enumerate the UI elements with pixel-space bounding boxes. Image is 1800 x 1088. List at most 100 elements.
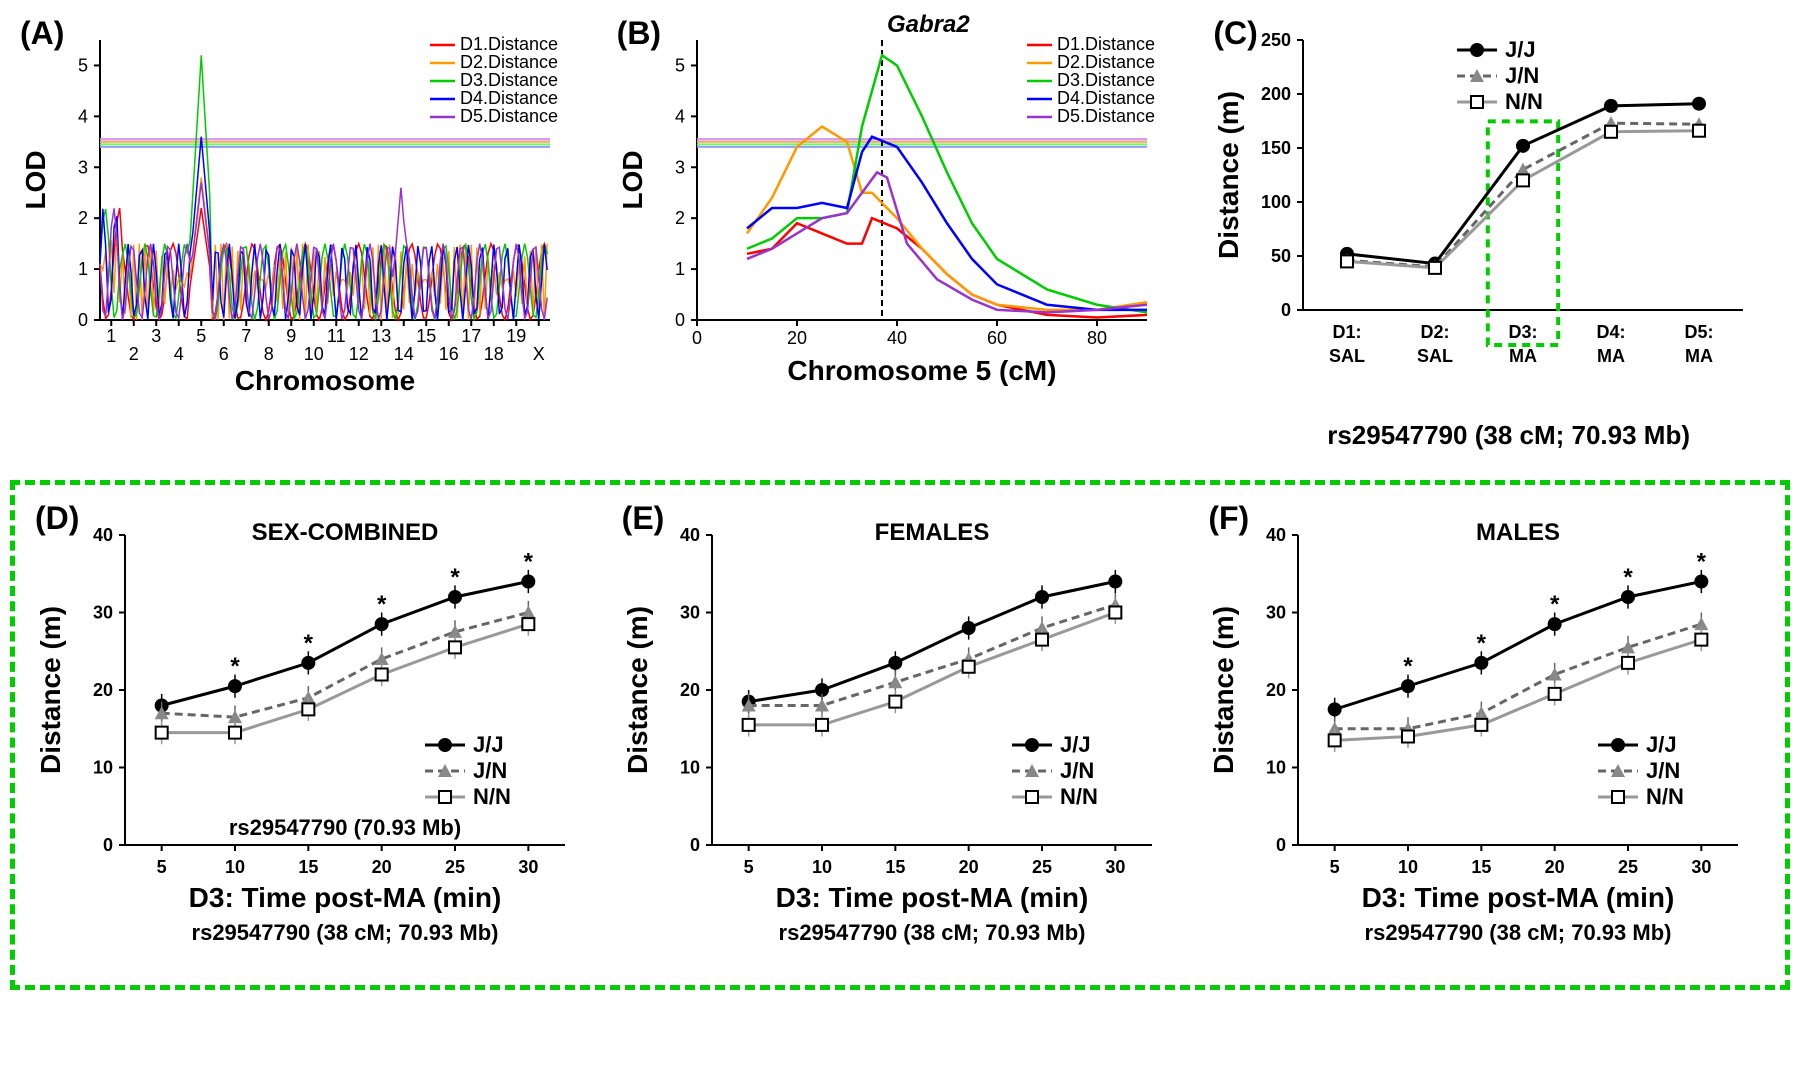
svg-text:40: 40	[680, 525, 700, 545]
svg-text:0: 0	[103, 835, 113, 855]
svg-text:D4.Distance: D4.Distance	[460, 88, 558, 108]
svg-text:D3: Time post-MA (min): D3: Time post-MA (min)	[189, 882, 502, 913]
svg-text:X: X	[533, 344, 545, 364]
svg-text:9: 9	[286, 326, 296, 346]
svg-text:10: 10	[1398, 857, 1418, 877]
svg-text:4: 4	[78, 106, 88, 126]
svg-text:D5.Distance: D5.Distance	[1057, 106, 1155, 126]
svg-text:0: 0	[1281, 300, 1291, 320]
svg-text:30: 30	[680, 603, 700, 623]
svg-text:0: 0	[690, 835, 700, 855]
svg-text:D2.Distance: D2.Distance	[460, 52, 558, 72]
figure-container: (A) 01234512345678910111213141516171819X…	[10, 10, 1790, 990]
svg-text:MA: MA	[1685, 346, 1713, 366]
svg-text:6: 6	[219, 344, 229, 364]
svg-text:rs29547790 (38 cM; 70.93 Mb): rs29547790 (38 cM; 70.93 Mb)	[778, 920, 1085, 945]
svg-text:rs29547790 (38 cM; 70.93 Mb): rs29547790 (38 cM; 70.93 Mb)	[1365, 920, 1672, 945]
svg-text:D1.Distance: D1.Distance	[1057, 34, 1155, 54]
svg-text:15: 15	[885, 857, 905, 877]
svg-text:1: 1	[106, 326, 116, 346]
svg-text:D4:: D4:	[1597, 322, 1626, 342]
bottom-row: (D) 01020304051015202530SEX-COMBINED****…	[10, 480, 1790, 990]
svg-text:12: 12	[349, 344, 369, 364]
variant-label: rs29547790 (38 cM; 70.93 Mb)	[10, 420, 1790, 470]
panel-c: (C) 050100150200250D1:SALD2:SALD3:MAD4:M…	[1203, 10, 1790, 410]
svg-text:5: 5	[157, 857, 167, 877]
svg-text:J/N: J/N	[1646, 758, 1680, 783]
svg-text:D3.Distance: D3.Distance	[1057, 70, 1155, 90]
svg-text:1: 1	[675, 259, 685, 279]
svg-text:FEMALES: FEMALES	[874, 519, 989, 546]
svg-text:Gabra2: Gabra2	[887, 11, 970, 38]
svg-text:J/J: J/J	[1060, 732, 1091, 757]
svg-text:40: 40	[887, 328, 907, 348]
svg-text:40: 40	[1266, 525, 1286, 545]
svg-text:2: 2	[129, 344, 139, 364]
svg-text:10: 10	[304, 344, 324, 364]
svg-text:250: 250	[1261, 30, 1291, 50]
svg-text:rs29547790 (70.93 Mb): rs29547790 (70.93 Mb)	[229, 815, 461, 840]
svg-text:15: 15	[298, 857, 318, 877]
svg-text:10: 10	[680, 758, 700, 778]
svg-text:5: 5	[196, 326, 206, 346]
svg-text:D5:: D5:	[1685, 322, 1714, 342]
svg-text:20: 20	[680, 680, 700, 700]
svg-text:3: 3	[78, 157, 88, 177]
svg-text:30: 30	[518, 857, 538, 877]
svg-text:14: 14	[394, 344, 414, 364]
svg-text:MA: MA	[1597, 346, 1625, 366]
svg-text:30: 30	[1692, 857, 1712, 877]
svg-text:0: 0	[78, 310, 88, 330]
svg-text:J/J: J/J	[473, 732, 504, 757]
svg-text:SAL: SAL	[1417, 346, 1453, 366]
svg-text:N/N: N/N	[473, 784, 511, 809]
svg-text:J/N: J/N	[1505, 63, 1539, 88]
svg-text:80: 80	[1087, 328, 1107, 348]
svg-text:N/N: N/N	[1060, 784, 1098, 809]
svg-text:25: 25	[1032, 857, 1052, 877]
svg-text:50: 50	[1271, 246, 1291, 266]
svg-text:11: 11	[327, 326, 346, 346]
svg-text:D3: Time post-MA (min): D3: Time post-MA (min)	[1362, 882, 1675, 913]
svg-text:18: 18	[484, 344, 504, 364]
panel-c-chart: 050100150200250D1:SALD2:SALD3:MAD4:MAD5:…	[1203, 10, 1763, 410]
svg-text:LOD: LOD	[617, 150, 648, 209]
svg-text:D4.Distance: D4.Distance	[1057, 88, 1155, 108]
svg-text:Distance (m): Distance (m)	[622, 606, 653, 774]
svg-text:MALES: MALES	[1476, 519, 1560, 546]
panel-a-chart: 01234512345678910111213141516171819XD1.D…	[10, 10, 570, 410]
svg-text:10: 10	[225, 857, 245, 877]
panel-b-chart: 012345020406080Gabra2D1.DistanceD2.Dista…	[607, 10, 1167, 410]
svg-text:0: 0	[1276, 835, 1286, 855]
svg-text:SAL: SAL	[1329, 346, 1365, 366]
panel-e-chart: 01020304051015202530FEMALESJ/JJ/NN/ND3: …	[612, 495, 1172, 975]
svg-text:2: 2	[78, 208, 88, 228]
svg-text:D1:: D1:	[1333, 322, 1362, 342]
svg-text:*: *	[524, 549, 534, 576]
svg-text:5: 5	[675, 55, 685, 75]
svg-text:0: 0	[692, 328, 702, 348]
svg-text:Distance (m): Distance (m)	[35, 606, 66, 774]
panel-f-chart: 01020304051015202530MALES*****J/JJ/NN/ND…	[1198, 495, 1758, 975]
svg-text:15: 15	[416, 326, 436, 346]
panel-f-label: (F)	[1208, 500, 1249, 537]
svg-text:10: 10	[93, 758, 113, 778]
svg-text:*: *	[230, 653, 240, 680]
svg-text:*: *	[1550, 591, 1560, 618]
svg-text:D2.Distance: D2.Distance	[1057, 52, 1155, 72]
svg-text:SEX-COMBINED: SEX-COMBINED	[252, 519, 439, 546]
panel-a: (A) 01234512345678910111213141516171819X…	[10, 10, 597, 410]
svg-text:*: *	[1697, 549, 1707, 576]
svg-text:30: 30	[1105, 857, 1125, 877]
svg-text:60: 60	[987, 328, 1007, 348]
svg-text:25: 25	[445, 857, 465, 877]
svg-text:20: 20	[372, 857, 392, 877]
svg-text:10: 10	[812, 857, 832, 877]
panel-d: (D) 01020304051015202530SEX-COMBINED****…	[25, 495, 602, 975]
svg-text:1: 1	[78, 259, 88, 279]
svg-text:*: *	[1477, 630, 1487, 657]
svg-text:N/N: N/N	[1646, 784, 1684, 809]
svg-text:rs29547790 (38 cM; 70.93 Mb): rs29547790 (38 cM; 70.93 Mb)	[192, 920, 499, 945]
panel-e: (E) 01020304051015202530FEMALESJ/JJ/NN/N…	[612, 495, 1189, 975]
svg-text:D3:: D3:	[1509, 322, 1538, 342]
